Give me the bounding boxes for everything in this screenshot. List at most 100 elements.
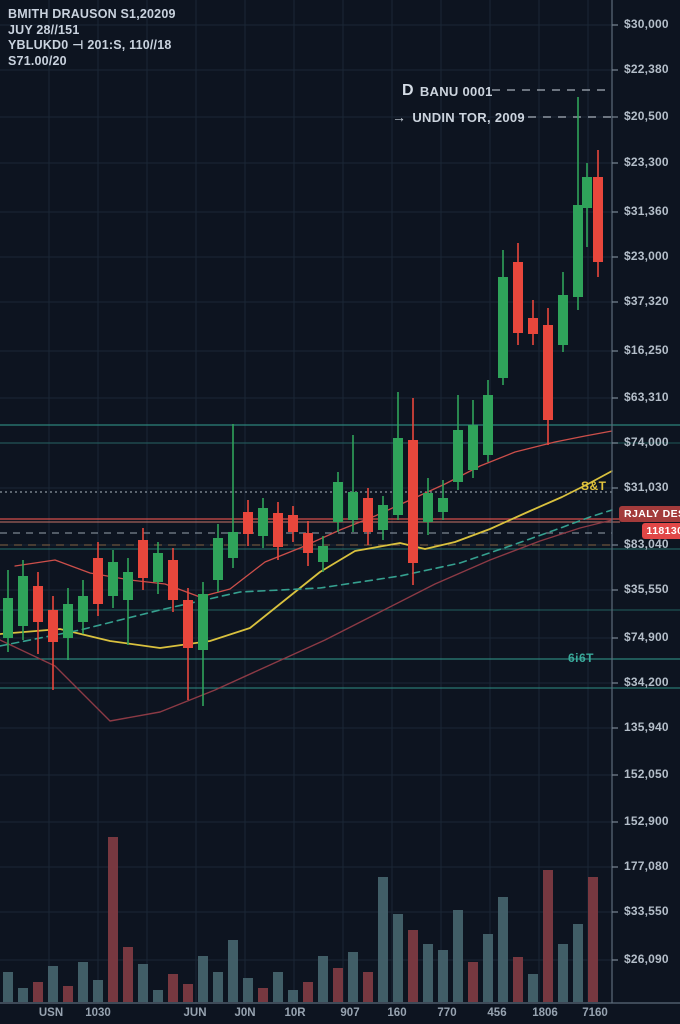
time-axis-label[interactable]: JUN bbox=[183, 1007, 207, 1019]
time-axis-label[interactable]: USN bbox=[38, 1007, 64, 1019]
candle-body bbox=[303, 533, 313, 553]
candle-body bbox=[423, 493, 433, 522]
ma-label-sat[interactable]: S&T bbox=[581, 479, 607, 493]
price-axis-label[interactable]: $20,500 bbox=[624, 109, 669, 123]
volume-bar bbox=[93, 980, 103, 1002]
candle-body bbox=[168, 560, 178, 600]
price-axis-label[interactable]: $34,200 bbox=[624, 675, 669, 689]
volume-bar bbox=[573, 924, 583, 1002]
volume-bar bbox=[558, 944, 568, 1002]
price-axis-label[interactable]: 135,940 bbox=[624, 720, 669, 734]
candle-body bbox=[213, 538, 223, 580]
price-axis-label[interactable]: 152,900 bbox=[624, 814, 669, 828]
price-axis-label[interactable]: $31,030 bbox=[624, 480, 669, 494]
symbol-subtitle-1: JUY 28//151 bbox=[8, 22, 80, 37]
candle-body bbox=[333, 482, 343, 522]
price-axis-label[interactable]: $31,360 bbox=[624, 204, 669, 218]
volume-bar bbox=[258, 988, 268, 1002]
volume-bar bbox=[528, 974, 538, 1002]
volume-bar bbox=[63, 986, 73, 1002]
price-axis-label[interactable]: $22,380 bbox=[624, 62, 669, 76]
annotation-banu-label: BANU 0001 bbox=[419, 83, 493, 99]
symbol-info-block[interactable]: BMITH DRAUSON S1,20209 JUY 28//151 YBLUK… bbox=[8, 7, 176, 69]
candle-body bbox=[593, 177, 603, 262]
last-price-tag[interactable]: RJALY DES 118130 bbox=[619, 506, 680, 539]
d-logo-icon: D bbox=[402, 82, 414, 99]
symbol-subtitle-3: S71.00/20 bbox=[8, 53, 67, 68]
volume-bar bbox=[453, 910, 463, 1002]
candle-body bbox=[498, 277, 508, 378]
price-axis-label[interactable]: $30,000 bbox=[624, 17, 669, 31]
price-axis-label[interactable]: $37,320 bbox=[624, 294, 669, 308]
time-axis-label[interactable]: J0N bbox=[234, 1007, 256, 1019]
candle-body bbox=[288, 515, 298, 532]
volume-bar bbox=[498, 897, 508, 1002]
candle-body bbox=[78, 596, 88, 622]
volume-bar bbox=[348, 952, 358, 1002]
price-axis-label[interactable]: $83,040 bbox=[624, 537, 669, 551]
candle-body bbox=[393, 438, 403, 515]
volume-bar bbox=[468, 962, 478, 1002]
price-axis-label[interactable]: $63,310 bbox=[624, 390, 669, 404]
volume-bar bbox=[78, 962, 88, 1002]
candle-body bbox=[48, 610, 58, 642]
volume-bar bbox=[213, 972, 223, 1002]
symbol-subtitle-2: YBLUKD0 ⊣ 201:S, 110//18 bbox=[8, 38, 172, 52]
candle-body bbox=[318, 546, 328, 562]
candle-body bbox=[582, 177, 592, 208]
price-axis-label[interactable]: $16,250 bbox=[624, 343, 669, 357]
time-axis-label[interactable]: 1030 bbox=[85, 1007, 111, 1019]
time-axis-label[interactable]: 907 bbox=[340, 1007, 360, 1019]
volume-bar bbox=[123, 947, 133, 1002]
candle-body bbox=[408, 440, 418, 563]
volume-bar bbox=[48, 966, 58, 1002]
annotation-banu[interactable]: D BANU 0001 bbox=[402, 82, 493, 100]
volume-bar bbox=[33, 982, 43, 1002]
candle-body bbox=[543, 325, 553, 420]
level-label-sixt[interactable]: 6i6T bbox=[568, 651, 595, 665]
volume-bar bbox=[138, 964, 148, 1002]
candle-body bbox=[183, 600, 193, 648]
candle-body bbox=[18, 576, 28, 626]
price-axis-label[interactable]: $74,900 bbox=[624, 630, 669, 644]
candle-body bbox=[438, 498, 448, 512]
volume-bar bbox=[378, 877, 388, 1002]
price-axis-label[interactable]: $23,300 bbox=[624, 155, 669, 169]
candle-body bbox=[123, 572, 133, 600]
candle-body bbox=[93, 558, 103, 604]
volume-bar bbox=[408, 930, 418, 1002]
annotation-undin[interactable]: → UNDIN TOR, 2009 bbox=[392, 109, 525, 125]
volume-bar bbox=[423, 944, 433, 1002]
price-axis-label[interactable]: $74,000 bbox=[624, 435, 669, 449]
price-axis-label[interactable]: $35,550 bbox=[624, 582, 669, 596]
volume-bar bbox=[273, 972, 283, 1002]
time-axis-label[interactable]: 10R bbox=[284, 1007, 306, 1019]
time-axis-label[interactable]: 7160 bbox=[582, 1007, 608, 1019]
annotation-undin-label: UNDIN TOR, 2009 bbox=[412, 109, 525, 125]
volume-bar bbox=[363, 972, 373, 1002]
price-tag-value: 118130 bbox=[641, 523, 680, 539]
volume-bar bbox=[198, 956, 208, 1002]
time-axis-label[interactable]: 1806 bbox=[532, 1007, 558, 1019]
time-axis-label[interactable]: 456 bbox=[487, 1007, 507, 1019]
volume-bar bbox=[183, 984, 193, 1002]
candle-body bbox=[573, 205, 583, 297]
time-axis-label[interactable]: 770 bbox=[437, 1007, 457, 1019]
price-axis-label[interactable]: $33,550 bbox=[624, 904, 669, 918]
ma-teal-dashed bbox=[0, 509, 613, 647]
volume-bar bbox=[588, 877, 598, 1002]
candle-body bbox=[528, 318, 538, 334]
ma-red-slow bbox=[0, 519, 613, 722]
candle-body bbox=[348, 492, 358, 520]
time-axis-label[interactable]: 160 bbox=[387, 1007, 407, 1019]
volume-bar bbox=[18, 988, 28, 1002]
price-axis-label[interactable]: $23,000 bbox=[624, 249, 669, 263]
price-axis-label[interactable]: 177,080 bbox=[624, 859, 669, 873]
price-axis-label[interactable]: $26,090 bbox=[624, 952, 669, 966]
price-axis-label[interactable]: 152,050 bbox=[624, 767, 669, 781]
candle-body bbox=[243, 512, 253, 534]
candle-body bbox=[138, 540, 148, 578]
candle-body bbox=[63, 604, 73, 638]
